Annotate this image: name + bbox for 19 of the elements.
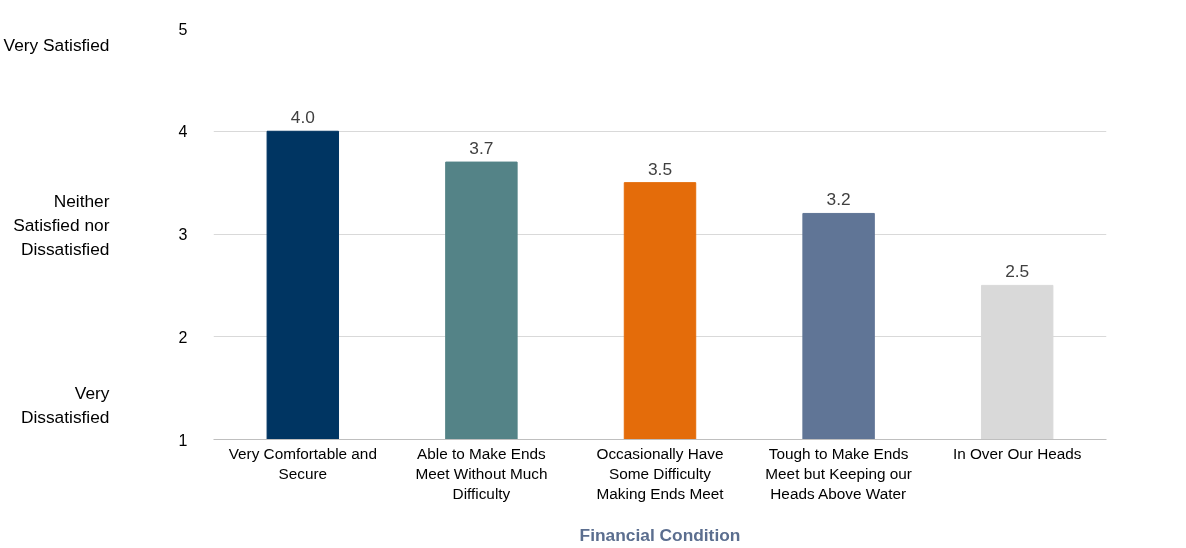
data-label: 3.2 [826,189,851,210]
data-label: 2.5 [1005,261,1030,282]
text: Neither Satisfied nor Dissatisfied [13,190,110,259]
data-label: 4.0 [290,107,315,128]
x-tick-label: Occasionally Have Some Difficulty Making Ends Meet [596,444,725,503]
x-tick-label: Able to Make Ends Meet Without Much Difficulty [415,444,548,503]
x-axis-title: Financial Condition [579,525,741,546]
x-tick-label: Tough to Make Ends Meet but Keeping our Heads Above Water [765,444,912,503]
x-tick-label: In Over Our Heads [952,444,1082,462]
data-label: 3.7 [469,138,494,159]
text: Very Satisfied [3,34,110,55]
y-tick-label: 1 [178,431,188,449]
text: Very Dissatisfied [20,382,110,427]
y-tick-label: 5 [178,20,188,38]
y-tick-label: 4 [178,123,188,141]
y-tick-label: 2 [178,328,188,346]
x-tick-label: Very Comfortable and Secure [228,444,377,482]
data-label: 3.5 [647,158,673,179]
y-tick-label: 3 [178,226,188,243]
